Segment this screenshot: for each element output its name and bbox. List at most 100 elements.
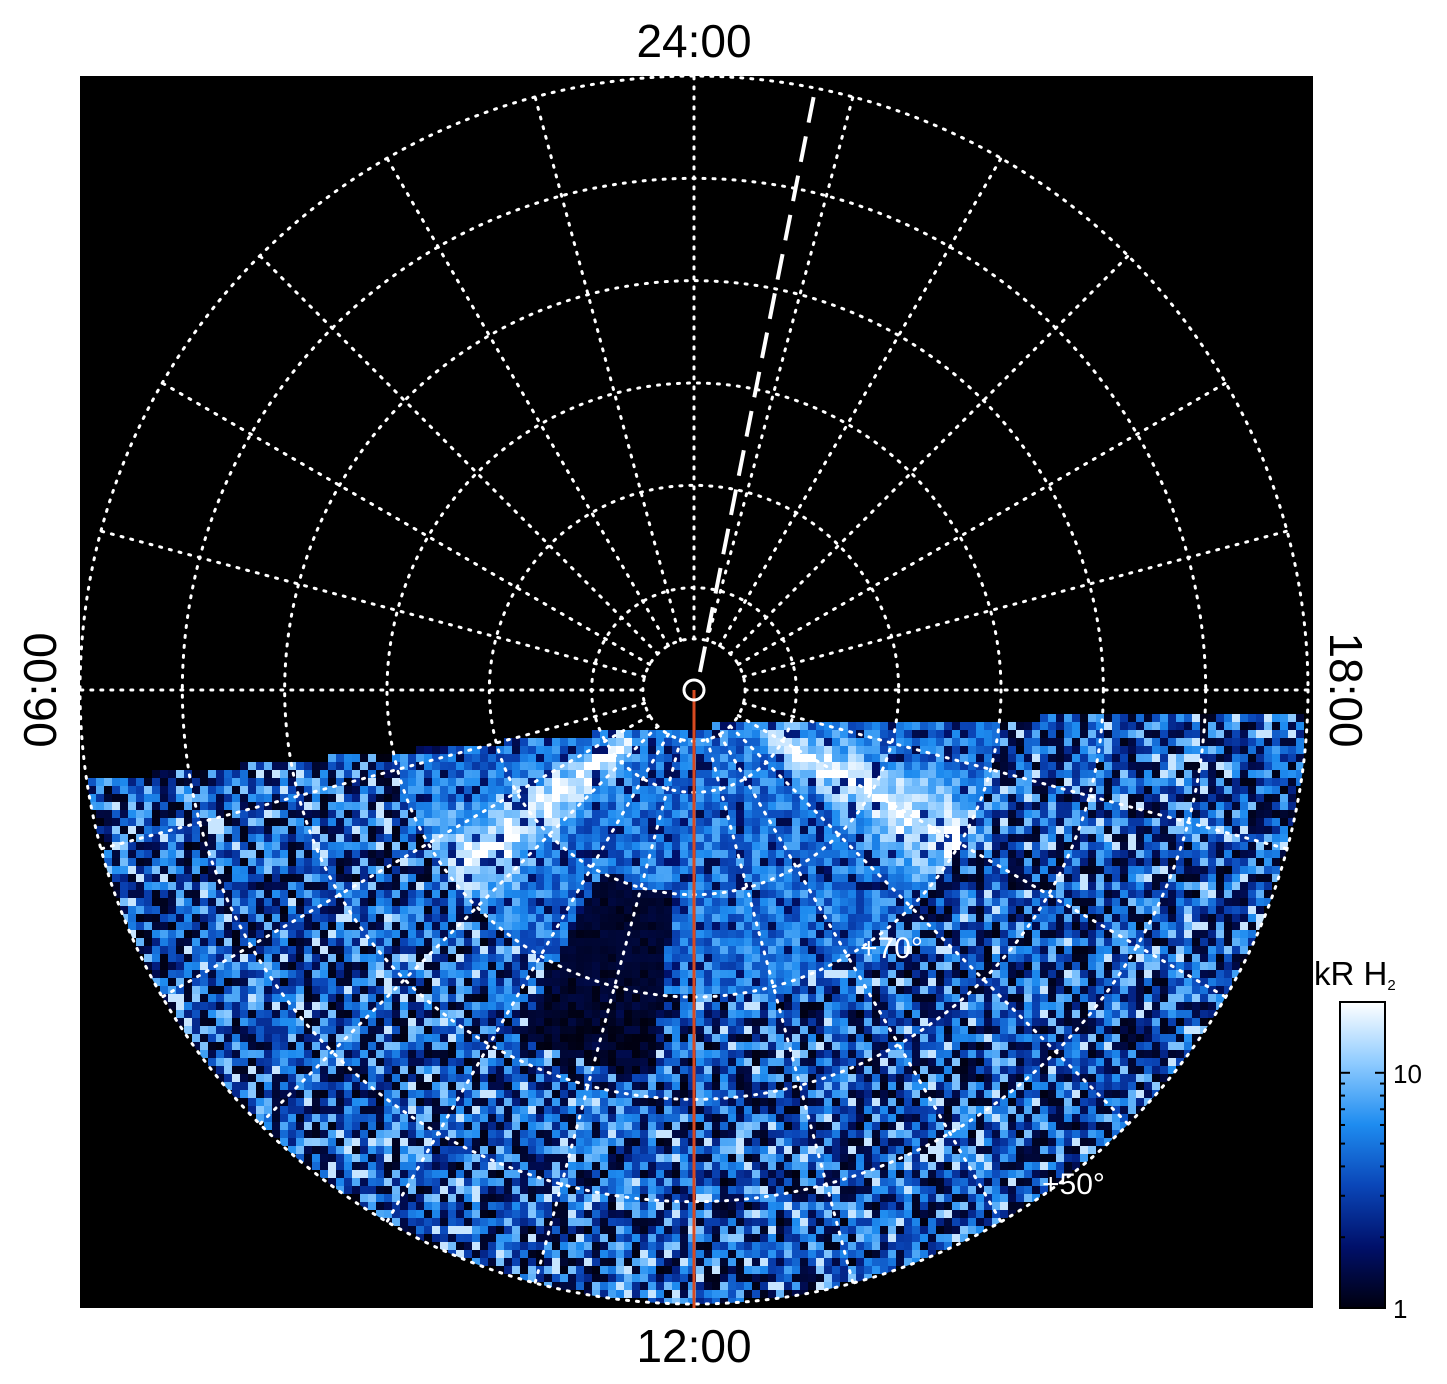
heatmap-cell <box>576 906 584 914</box>
heatmap-cell <box>736 850 744 858</box>
heatmap-cell <box>1000 970 1008 978</box>
heatmap-cell <box>1104 882 1112 890</box>
heatmap-cell <box>632 834 640 842</box>
heatmap-cell <box>1272 850 1280 858</box>
heatmap-cell <box>1040 938 1048 946</box>
heatmap-cell <box>512 930 520 938</box>
heatmap-cell <box>184 922 192 930</box>
heatmap-cell <box>960 802 968 810</box>
heatmap-cell <box>464 802 472 810</box>
heatmap-cell <box>288 826 296 834</box>
heatmap-cell <box>776 762 784 770</box>
heatmap-cell <box>168 842 176 850</box>
heatmap-cell <box>168 970 176 978</box>
heatmap-cell <box>320 1002 328 1010</box>
heatmap-cell <box>824 874 832 882</box>
heatmap-cell <box>1104 818 1112 826</box>
heatmap-cell <box>1192 754 1200 762</box>
heatmap-cell <box>616 778 624 786</box>
heatmap-cell <box>760 722 768 730</box>
heatmap-cell <box>584 858 592 866</box>
heatmap-cell <box>280 770 288 778</box>
heatmap-cell <box>936 802 944 810</box>
heatmap-cell <box>648 786 656 794</box>
heatmap-cell <box>1176 770 1184 778</box>
heatmap-cell <box>736 994 744 1002</box>
heatmap-cell <box>784 842 792 850</box>
heatmap-cell <box>368 786 376 794</box>
heatmap-cell <box>1008 954 1016 962</box>
heatmap-cell <box>744 770 752 778</box>
heatmap-cell <box>608 794 616 802</box>
heatmap-cell <box>248 794 256 802</box>
heatmap-cell <box>104 850 112 858</box>
heatmap-cell <box>920 754 928 762</box>
heatmap-cell <box>968 898 976 906</box>
heatmap-cell <box>888 834 896 842</box>
heatmap-cell <box>288 890 296 898</box>
heatmap-cell <box>1112 882 1120 890</box>
heatmap-cell <box>256 834 264 842</box>
heatmap-cell <box>752 858 760 866</box>
heatmap-cell <box>640 834 648 842</box>
heatmap-cell <box>456 962 464 970</box>
heatmap-cell <box>1192 810 1200 818</box>
heatmap-cell <box>528 906 536 914</box>
heatmap-cell <box>728 834 736 842</box>
heatmap-cell <box>1072 754 1080 762</box>
heatmap-cell <box>352 962 360 970</box>
heatmap-cell <box>1072 762 1080 770</box>
heatmap-cell <box>464 850 472 858</box>
heatmap-cell <box>1216 922 1224 930</box>
heatmap-cell <box>576 946 584 954</box>
heatmap-cell <box>912 962 920 970</box>
heatmap-cell <box>880 962 888 970</box>
heatmap-cell <box>1192 946 1200 954</box>
heatmap-cell <box>888 786 896 794</box>
heatmap-cell <box>792 826 800 834</box>
heatmap-cell <box>168 954 176 962</box>
heatmap-cell <box>1280 746 1288 754</box>
heatmap-cell <box>1096 842 1104 850</box>
heatmap-cell <box>952 970 960 978</box>
heatmap-cell <box>168 818 176 826</box>
heatmap-cell <box>88 778 96 786</box>
heatmap-cell <box>904 978 912 986</box>
heatmap-cell <box>592 802 600 810</box>
heatmap-cell <box>392 938 400 946</box>
heatmap-cell <box>1200 930 1208 938</box>
heatmap-cell <box>1168 850 1176 858</box>
heatmap-cell <box>696 730 704 738</box>
heatmap-cell <box>768 786 776 794</box>
heatmap-cell <box>608 922 616 930</box>
heatmap-cell <box>512 946 520 954</box>
heatmap-cell <box>472 810 480 818</box>
heatmap-cell <box>1016 802 1024 810</box>
heatmap-cell <box>672 906 680 914</box>
heatmap-cell <box>1080 914 1088 922</box>
heatmap-cell <box>680 810 688 818</box>
heatmap-cell <box>696 802 704 810</box>
heatmap-cell <box>568 834 576 842</box>
heatmap-cell <box>856 978 864 986</box>
heatmap-cell <box>136 786 144 794</box>
heatmap-cell <box>1216 890 1224 898</box>
heatmap-cell <box>608 874 616 882</box>
heatmap-cell <box>472 994 480 1002</box>
heatmap-cell <box>1072 794 1080 802</box>
heatmap-cell <box>984 778 992 786</box>
heatmap-cell <box>552 930 560 938</box>
heatmap-cell <box>1248 858 1256 866</box>
heatmap-cell <box>1280 770 1288 778</box>
heatmap-cell <box>352 866 360 874</box>
heatmap-cell <box>1008 754 1016 762</box>
heatmap-cell <box>688 746 696 754</box>
heatmap-cell <box>832 810 840 818</box>
heatmap-cell <box>656 882 664 890</box>
heatmap-cell <box>1056 978 1064 986</box>
heatmap-cell <box>896 946 904 954</box>
heatmap-cell <box>720 722 728 730</box>
heatmap-cell <box>304 826 312 834</box>
heatmap-cell <box>552 842 560 850</box>
heatmap-cell <box>648 962 656 970</box>
